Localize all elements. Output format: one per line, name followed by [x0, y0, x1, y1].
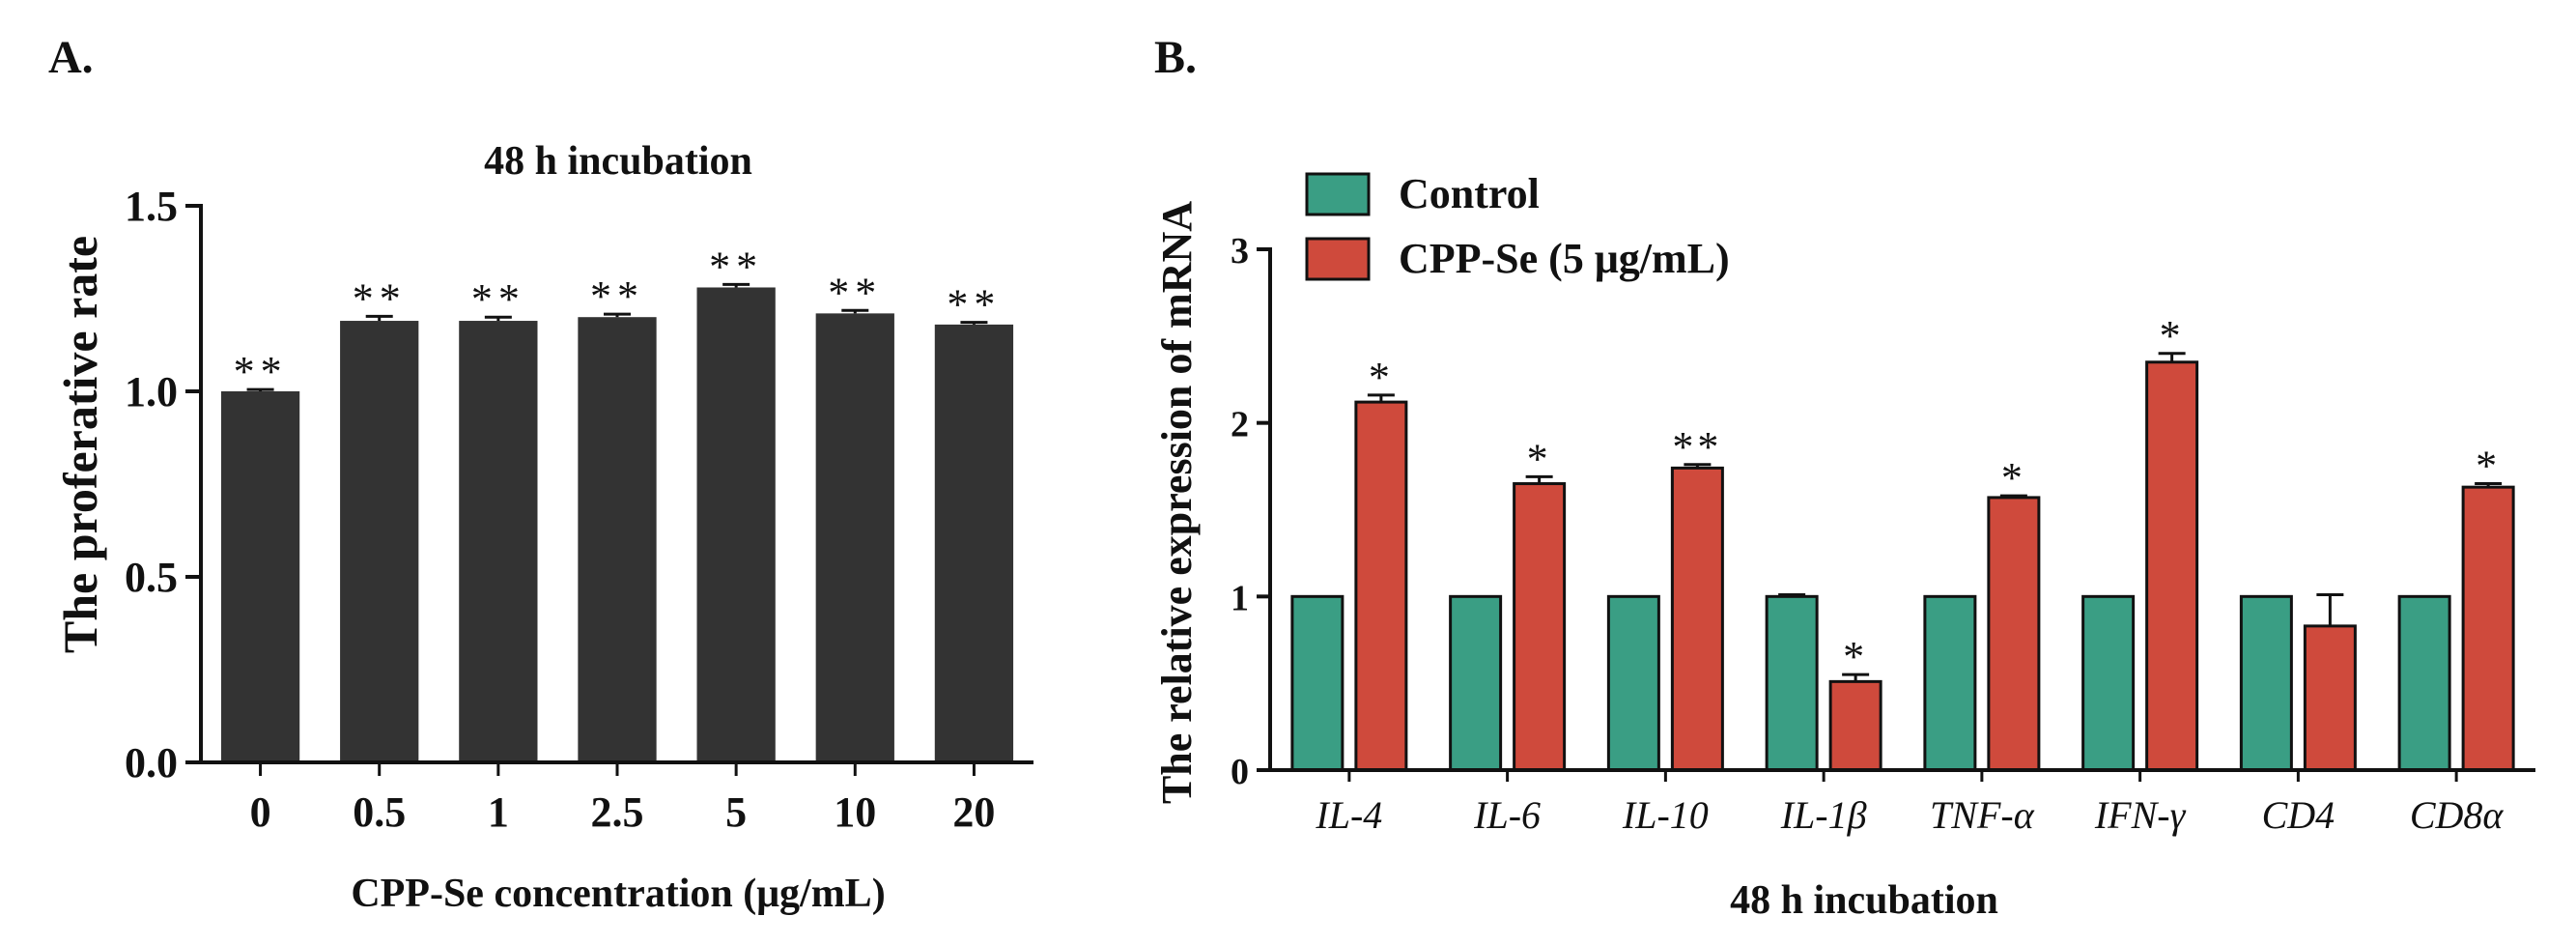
panel-b-significance-label: * — [1369, 354, 1394, 401]
panel-a-significance-label: ** — [353, 274, 407, 322]
panel-b-y-tick-label: 0 — [1231, 752, 1249, 792]
panel-a-significance-label: ** — [234, 348, 288, 395]
panel-b-bar-control — [1449, 594, 1503, 772]
panel-b-x-tick-label: IL-10 — [1622, 793, 1709, 837]
panel-b-bars: ** ****** — [1290, 312, 2515, 772]
panel-a-y-tick-label: 1.0 — [125, 368, 178, 415]
panel-b-bar-control — [1606, 594, 1660, 772]
panel-b-bar-cpp-se — [2303, 624, 2357, 772]
panel-a-bar — [934, 324, 1014, 762]
panel-a-significance-label: ** — [709, 243, 763, 290]
panel-b-x-axis-label: 48 h incubation — [1730, 878, 1998, 923]
panel-a-y-axis-label: The proferative rate — [53, 236, 107, 653]
panel-b-bar-control — [2239, 594, 2293, 772]
panel-b-bar-control — [1765, 594, 1819, 772]
panel-b-significance-label: * — [2160, 312, 2185, 359]
panel-a-x-tick-label: 0.5 — [353, 788, 406, 836]
panel-a-x-tick-label: 2.5 — [591, 788, 644, 836]
panel-a-significance-label: ** — [590, 272, 644, 320]
panel-b-label: B. — [1154, 32, 1197, 83]
panel-b-significance-label: * — [2001, 454, 2026, 501]
panel-b-bar-cpp-se — [1670, 466, 1724, 772]
legend-swatch-cpp-se — [1305, 237, 1371, 281]
panel-a-y-tick-label: 0.5 — [125, 554, 178, 601]
legend: Control CPP-Se (5 μg/mL) — [1305, 170, 1730, 282]
panel-a: A. 48 h incubation The proferative rate … — [48, 32, 1033, 916]
panel-b-bar-cpp-se — [2461, 485, 2515, 772]
panel-b-bar-cpp-se — [2145, 360, 2199, 772]
panel-b-axes: IL-4 IL-6 IL-10 IL-1β TNF-α IFN-γ CD4 CD8α 0 1 2 3 — [1231, 231, 2535, 837]
panel-a-x-tick-label: 0 — [250, 788, 271, 836]
panel-a-bar — [815, 313, 894, 762]
panel-b-significance-label: * — [1527, 435, 1552, 482]
panel-a-bars: ** ** ** ** ** ** ** — [220, 243, 1014, 762]
panel-b-y-tick-label: 1 — [1231, 578, 1249, 618]
panel-a-label: A. — [48, 32, 94, 83]
legend-swatch-control — [1305, 172, 1371, 216]
panel-b-bar-control — [1290, 594, 1345, 772]
panel-b-x-tick-label: IL-4 — [1315, 793, 1382, 837]
panel-a-significance-label: ** — [828, 269, 882, 316]
panel-a-x-tick-label: 5 — [725, 788, 747, 836]
panel-a-bar — [459, 321, 538, 762]
panel-a-x-axis-label: CPP-Se concentration (μg/mL) — [351, 872, 885, 916]
panel-b-bar-cpp-se — [1987, 496, 2041, 772]
panel-b-bar-control — [2081, 594, 2136, 772]
panel-a-x-tick-label: 10 — [834, 788, 876, 836]
panel-b-y-tick-label: 2 — [1231, 405, 1249, 445]
panel-b-significance-label: ** — [1672, 423, 1722, 471]
panel-a-bar — [220, 391, 300, 762]
panel-b-x-tick-label: IL-6 — [1473, 793, 1541, 837]
panel-a-bar — [696, 287, 776, 762]
panel-b-bar-cpp-se — [1354, 400, 1408, 772]
panel-b-x-tick-label: CD4 — [2262, 793, 2335, 837]
legend-item-control: Control — [1305, 170, 1540, 217]
panel-b-x-tick-label: IFN-γ — [2094, 793, 2187, 837]
panel-a-axes: 0 0.5 1 2.5 5 10 20 0.0 0.5 1.0 1.5 — [125, 183, 1033, 836]
panel-a-significance-label: ** — [471, 275, 525, 323]
legend-label-cpp-se: CPP-Se (5 μg/mL) — [1399, 235, 1730, 282]
panel-b-bar-control — [2397, 594, 2451, 772]
panel-a-x-tick-label: 1 — [488, 788, 509, 836]
panel-b-bar-control — [1923, 594, 1977, 772]
panel-a-bar — [340, 321, 419, 762]
panel-b-y-tick-label: 3 — [1231, 231, 1249, 272]
legend-item-cpp-se: CPP-Se (5 μg/mL) — [1305, 235, 1730, 282]
panel-a-bar — [578, 317, 657, 762]
panel-a-x-tick-label: 20 — [952, 788, 995, 836]
panel-b-bar-cpp-se — [1828, 679, 1882, 772]
legend-label-control: Control — [1399, 170, 1540, 217]
panel-b-significance-label: * — [1843, 633, 1868, 680]
panel-b-x-tick-label: CD8α — [2410, 793, 2505, 837]
panel-b-significance-label: * — [2476, 443, 2501, 490]
panel-a-y-tick-label: 0.0 — [125, 739, 178, 787]
panel-b-bar-cpp-se — [1513, 482, 1567, 772]
panel-a-y-tick-label: 1.5 — [125, 183, 178, 230]
panel-a-title: 48 h incubation — [484, 139, 752, 184]
panel-b: B. The relative expression of mRNA 48 h … — [1153, 32, 2535, 923]
panel-b-x-tick-label: IL-1β — [1780, 793, 1867, 837]
panel-b-x-tick-label: TNF-α — [1930, 793, 2035, 837]
panel-a-significance-label: ** — [947, 281, 1001, 329]
panel-b-y-axis-label: The relative expression of mRNA — [1153, 201, 1201, 804]
